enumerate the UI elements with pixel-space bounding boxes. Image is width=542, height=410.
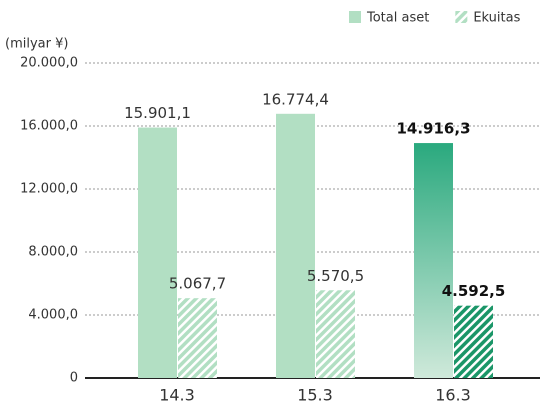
value-label: 5.067,7 bbox=[169, 275, 226, 293]
value-label: 14.916,3 bbox=[396, 120, 470, 138]
bar bbox=[414, 143, 453, 378]
bar bbox=[178, 298, 217, 378]
y-tick-label: 0 bbox=[70, 371, 78, 386]
legend-swatch bbox=[349, 11, 361, 23]
y-tick-label: 20.000,0 bbox=[20, 56, 78, 71]
y-tick-label: 12.000,0 bbox=[20, 182, 78, 197]
y-tick-label: 4.000,0 bbox=[28, 308, 78, 323]
value-label: 16.774,4 bbox=[262, 90, 329, 108]
legend-label: Total aset bbox=[366, 11, 429, 26]
bar bbox=[454, 305, 493, 378]
bar bbox=[138, 127, 177, 378]
bar bbox=[276, 113, 315, 379]
value-label: 4.592,5 bbox=[442, 282, 506, 300]
y-tick-label: 8.000,0 bbox=[28, 245, 78, 260]
y-tick-label: 16.000,0 bbox=[20, 119, 78, 134]
legend-label: Ekuitas bbox=[473, 11, 520, 26]
value-label: 15.901,1 bbox=[124, 104, 191, 122]
y-axis-label: (milyar ¥) bbox=[5, 37, 68, 52]
legend-swatch bbox=[455, 11, 468, 23]
x-tick-label: 14.3 bbox=[159, 386, 195, 405]
value-label: 5.570,5 bbox=[307, 267, 364, 285]
x-tick-label: 16.3 bbox=[435, 386, 471, 405]
bar bbox=[316, 290, 355, 378]
x-tick-label: 15.3 bbox=[297, 386, 333, 405]
